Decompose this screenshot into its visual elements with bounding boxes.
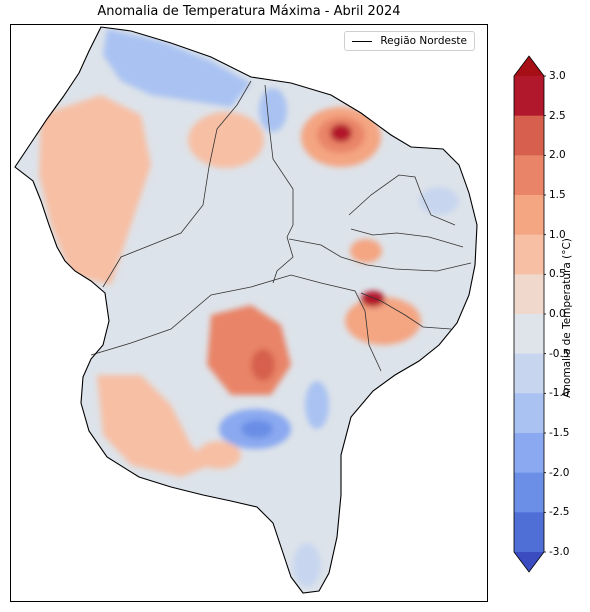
border-pb-pe	[350, 228, 464, 248]
colorbar-tick-label: 2.0	[549, 149, 566, 162]
colorbar-tick-label: -0.5	[549, 347, 570, 360]
border-ceara-pe	[272, 236, 294, 284]
state-borders	[90, 80, 472, 372]
rio-grande-do-norte-cold	[419, 187, 459, 215]
ceara-north-hotspot	[330, 124, 352, 142]
colorbar-ticks	[544, 75, 546, 553]
colorbar-extend-max	[514, 56, 544, 76]
colorbar-level-6	[514, 314, 544, 355]
border-pe-south	[288, 238, 472, 272]
colorbar-tick-label: 0.5	[549, 268, 566, 281]
colorbar-tick-label: -1.5	[549, 427, 570, 439]
colorbar-tick-label: 2.5	[549, 109, 566, 122]
border-pe-al-se	[360, 292, 452, 330]
piaui-north-cold	[259, 88, 287, 132]
colorbar: 3.0 2.5 2.0 1.5 1.0 0.5 0.0 -0.5 -1.0 -1.5 -2.0 -2.…	[512, 54, 590, 584]
colorbar-tick-label: -2.5	[549, 506, 570, 519]
colorbar-level-5	[514, 274, 544, 315]
pernambuco-hotspot	[361, 291, 385, 307]
legend-line-symbol	[352, 40, 373, 42]
paraiba-warm	[350, 239, 382, 263]
colorbar-level-2	[514, 155, 544, 196]
colorbar-level-11	[514, 512, 544, 553]
map-legend: Região Nordeste	[344, 31, 475, 51]
colorbar-extend-min	[514, 552, 544, 572]
border-piaui-ceara	[264, 84, 294, 238]
border-bahia-north	[90, 274, 382, 372]
bahia-central-cold	[241, 420, 273, 438]
colorbar-level-10	[514, 472, 544, 513]
border-ceara-rn-pb	[348, 174, 456, 226]
anomaly-map	[14, 26, 478, 594]
bahia-west-warm	[97, 375, 211, 477]
colorbar-scale	[513, 55, 546, 573]
northwest-maranhao-cold	[103, 29, 251, 107]
west-maranhao-warm	[39, 95, 151, 285]
colorbar-levels	[514, 76, 544, 553]
colorbar-tick-label: -3.0	[549, 546, 570, 558]
bahia-east-cold	[305, 381, 329, 429]
region-outline	[14, 26, 478, 594]
colorbar-level-4	[514, 234, 544, 275]
pernambuco-warm	[345, 297, 421, 345]
colorbar-level-9	[514, 433, 544, 474]
colorbar-tick-label: 1.0	[549, 228, 566, 241]
colorbar-level-7	[514, 353, 544, 394]
colorbar-level-8	[514, 393, 544, 434]
map-panel: Região Nordeste	[10, 24, 488, 602]
bahia-north-hotspot	[251, 349, 275, 381]
anomaly-field	[15, 27, 477, 593]
central-maranhao-warm	[188, 112, 264, 168]
colorbar-level-0	[514, 76, 544, 117]
colorbar-tick-label: 0.0	[549, 308, 566, 320]
colorbar-tick-label: -1.0	[549, 387, 570, 400]
colorbar-level-1	[514, 115, 544, 156]
colorbar-title: Anomalia de Temperatura (°C)	[561, 238, 573, 398]
border-maranhao-piaui	[102, 80, 252, 288]
colorbar-tick-label: 3.0	[549, 70, 566, 82]
colorbar-level-3	[514, 195, 544, 236]
colorbar-frame	[513, 55, 545, 573]
legend-label: Região Nordeste	[380, 35, 467, 47]
map-title: Anomalia de Temperatura Máxima - Abril 2…	[97, 4, 401, 19]
bahia-south-warm	[197, 441, 241, 469]
colorbar-tick-label: 1.5	[549, 189, 566, 201]
bahia-south-cold	[293, 543, 321, 587]
colorbar-tick-label: -2.0	[549, 466, 570, 479]
